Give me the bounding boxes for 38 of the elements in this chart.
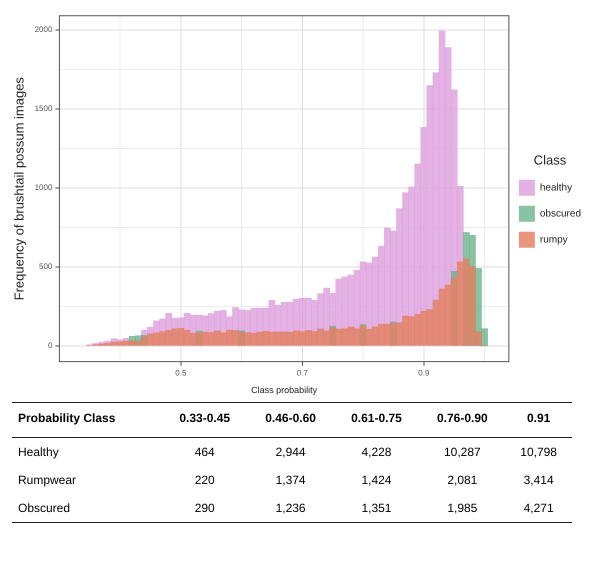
legend-title: Class (534, 152, 567, 168)
data-label: 464 (194, 444, 216, 461)
category-label: 0.61-0.75 (350, 410, 403, 427)
legend-label: obscured (540, 208, 582, 220)
data-label: 1,985 (446, 500, 478, 517)
category-label: 0.91 (526, 410, 552, 427)
data-label: 10,287 (442, 444, 482, 461)
data-label: 10,798 (519, 444, 558, 461)
x-tick-label: 0.9 (418, 368, 430, 378)
data-label: 1,351 (360, 500, 392, 517)
data-label: 1,424 (360, 472, 392, 489)
text: Healthy (17, 444, 60, 461)
data-label: 1,236 (274, 500, 307, 517)
text: Probability Class (17, 410, 116, 427)
text: Rumpwear (17, 472, 78, 489)
data-label: 2,944 (274, 444, 307, 461)
y-axis-title: Frequency of brushtail possum images (11, 76, 26, 300)
text: Obscured (17, 500, 72, 517)
y-tick-label: 2000 (34, 25, 53, 34)
legend-label: rumpy (540, 234, 568, 246)
data-label: 2,081 (446, 472, 478, 489)
category-label: 0.33-0.45 (178, 410, 232, 427)
category-label: 0.76-0.90 (436, 410, 489, 427)
x-axis-title: Class probability (251, 385, 318, 396)
data-label: 1,374 (274, 472, 307, 489)
x-tick-label: 0.7 (296, 368, 308, 378)
legend-label: healthy (540, 182, 572, 194)
data-label: 3,414 (522, 472, 555, 489)
category-label: 0.46-0.60 (264, 410, 317, 427)
data-label: 4,228 (360, 444, 392, 461)
x-tick-label: 0.5 (175, 368, 187, 378)
y-tick-label: 1000 (34, 183, 53, 192)
y-tick-label: 1500 (34, 104, 53, 114)
y-tick-label: 0 (48, 341, 53, 350)
data-label: 4,271 (522, 500, 555, 517)
y-tick-label: 500 (39, 262, 53, 272)
data-label: 220 (194, 472, 216, 489)
data-label: 290 (194, 500, 216, 517)
